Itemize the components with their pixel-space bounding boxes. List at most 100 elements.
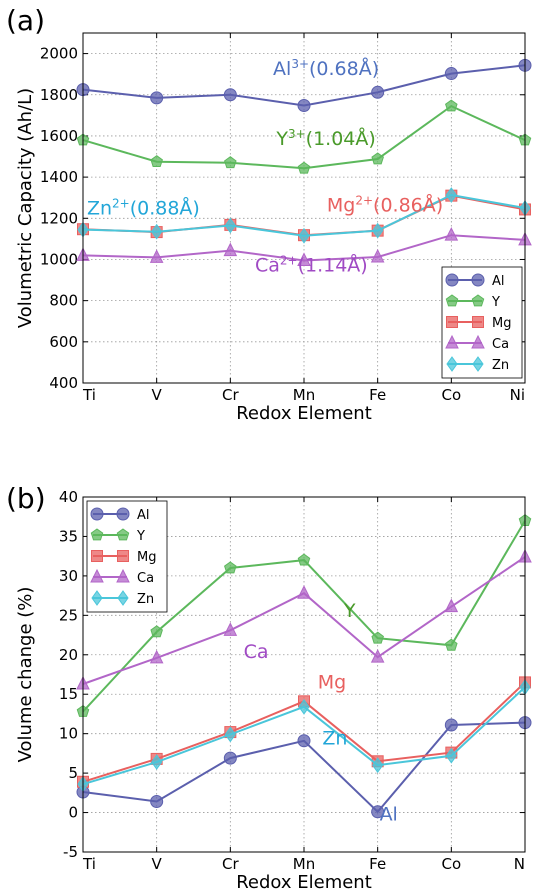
data-point-al <box>223 88 237 102</box>
annotation-radius: (0.86Å) <box>373 194 443 217</box>
data-point-ca <box>149 649 164 664</box>
data-point-al <box>223 751 237 765</box>
series-annotation: Zn2+(0.88Å) <box>87 197 200 220</box>
series-al <box>76 716 532 819</box>
legend-label: Al <box>137 508 150 523</box>
legend-marker <box>117 550 129 562</box>
data-point-al <box>444 67 458 81</box>
legend-item-al: Al <box>90 507 150 523</box>
data-point-zn <box>445 187 457 203</box>
series-annotation: Y <box>343 600 356 622</box>
y-tick-label: 1400 <box>40 168 78 186</box>
x-tick-label: Cr <box>222 386 239 404</box>
annotation-ion: Mg <box>327 195 355 217</box>
y-tick-label: 2000 <box>40 45 78 63</box>
y-tick-label: 30 <box>59 567 78 585</box>
panel-b-chart: -5 0 5 10 15 20 25 30 35 40 Ti V Cr Mn Fe Co N Redox Elem… <box>6 482 532 893</box>
y-tick-label: 40 <box>59 488 78 506</box>
legend-item-ca: Ca <box>90 568 154 586</box>
data-point-al <box>444 718 458 732</box>
y-tick-label: 1600 <box>40 127 78 145</box>
data-point-ca <box>223 622 238 636</box>
x-tick-label: Cr <box>222 855 239 873</box>
data-point-zn <box>298 698 310 715</box>
data-point-ca <box>297 252 311 266</box>
x-tick-label: Fe <box>369 386 386 404</box>
annotation-charge: 3+ <box>291 57 309 71</box>
data-point-ca <box>297 585 311 599</box>
legend-marker <box>446 356 458 372</box>
series-annotation: Al <box>380 803 398 825</box>
annotation-radius: (1.14Å) <box>298 253 368 276</box>
data-point-zn <box>224 217 236 234</box>
legend-marker <box>116 568 130 583</box>
data-point-zn <box>298 227 310 244</box>
legend-marker <box>445 273 459 287</box>
legend-label: Y <box>136 529 145 544</box>
data-point-zn <box>151 223 163 240</box>
data-point-y <box>224 156 237 169</box>
series-annotation: Mg <box>318 672 346 694</box>
annotation-charge: 3+ <box>288 127 306 141</box>
data-point-y <box>297 553 311 566</box>
x-tick-label: Co <box>442 386 462 404</box>
data-point-zn <box>151 754 163 770</box>
x-tick-label: Ti <box>82 855 96 873</box>
series-annotation: Ca <box>244 641 269 663</box>
legend-marker <box>116 507 130 521</box>
legend-label: Y <box>491 295 500 310</box>
annotation-radius: (0.88Å) <box>130 197 200 220</box>
y-axis-label: Volumetric Capacity (Ah/L) <box>15 88 36 328</box>
legend-marker <box>90 507 104 521</box>
legend-item-zn: Zn <box>446 356 509 373</box>
legend-item-zn: Zn <box>91 590 154 607</box>
series-zn <box>77 679 531 793</box>
legend-label: Mg <box>137 550 156 565</box>
data-point-ca <box>149 249 164 263</box>
y-tick-label: 1200 <box>40 209 78 227</box>
y-tick-label: 800 <box>49 292 78 310</box>
x-tick-label: V <box>152 386 163 404</box>
data-point-ca <box>444 598 459 613</box>
legend: Al Y Mg Ca Zn <box>86 500 168 613</box>
legend-marker <box>471 294 485 307</box>
series-annotation: Y3+(1.04Å) <box>275 127 375 150</box>
legend-label: Zn <box>137 592 154 607</box>
data-point-al <box>150 91 164 105</box>
x-axis-label: Redox Element <box>236 403 372 424</box>
y-tick-label: 10 <box>59 725 78 743</box>
legend-marker <box>445 334 459 349</box>
annotation-charge: 2+ <box>280 253 298 267</box>
data-point-y <box>150 155 163 167</box>
y-tick-label: 20 <box>59 646 78 664</box>
data-point-al <box>371 85 385 99</box>
annotation-charge: 2+ <box>355 194 373 208</box>
legend-marker <box>445 294 459 307</box>
y-tick-label: 0 <box>68 804 78 822</box>
data-point-al <box>371 805 385 819</box>
series-al <box>76 58 532 112</box>
legend-marker <box>446 316 458 328</box>
legend-marker <box>116 528 130 541</box>
data-point-zn <box>445 747 457 764</box>
annotation-ion: Ca <box>255 254 280 276</box>
legend-marker <box>471 273 485 287</box>
annotation-ion: Zn <box>87 198 112 220</box>
legend-item-mg: Mg <box>446 316 511 331</box>
data-point-y <box>371 152 384 165</box>
data-point-al <box>297 734 311 748</box>
series-annotation: Al3+(0.68Å) <box>273 57 379 80</box>
plot-frame <box>82 496 526 853</box>
data-point-al <box>297 98 311 112</box>
data-point-al <box>150 795 164 809</box>
annotation-radius: (0.68Å) <box>309 57 379 80</box>
y-tick-label: 1000 <box>40 250 78 268</box>
data-point-zn <box>372 222 384 239</box>
panel-label: (a) <box>6 4 45 37</box>
x-tick-label: Fe <box>369 855 386 873</box>
legend-label: Ca <box>137 571 154 586</box>
data-point-y <box>445 638 458 651</box>
legend-item-y: Y <box>445 294 500 310</box>
legend-label: Mg <box>492 316 511 331</box>
data-point-y <box>150 625 163 638</box>
